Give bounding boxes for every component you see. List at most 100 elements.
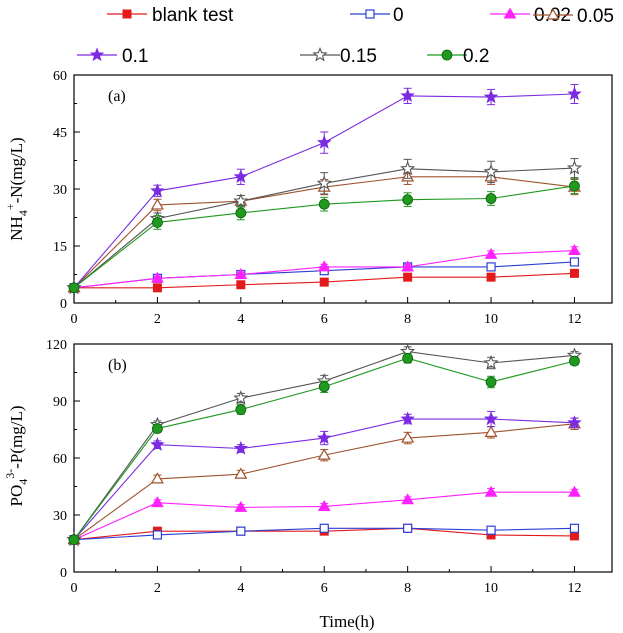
x-tick-label: 6: [321, 581, 328, 596]
series: [67, 485, 581, 545]
data-point: [484, 425, 498, 437]
data-point: [318, 381, 330, 393]
x-tick-label: 12: [567, 581, 581, 596]
legend-item: 0: [350, 5, 404, 26]
legend-item: 0.05: [533, 6, 614, 27]
y-axis-title: PO43--P(mg/L): [3, 405, 30, 506]
y-axis-title-base: NH: [7, 216, 26, 241]
legend-item: 0.2: [427, 46, 489, 67]
y-axis-title-sup: +: [3, 203, 17, 210]
legend-label: 0.05: [577, 6, 614, 27]
data-point: [486, 262, 496, 272]
series: [67, 417, 582, 545]
data-point: [402, 352, 414, 364]
data-point: [236, 280, 246, 290]
legend-item: 0.1: [77, 46, 148, 67]
data-point: [568, 485, 581, 497]
data-point: [569, 531, 579, 541]
data-point: [151, 271, 164, 283]
data-point: [234, 268, 248, 279]
data-point: [483, 354, 499, 370]
data-point: [234, 467, 248, 479]
x-tick-label: 0: [71, 581, 78, 596]
data-point: [150, 198, 164, 210]
legend-label: blank test: [152, 5, 234, 26]
y-tick-label: 30: [53, 509, 67, 524]
x-tick-label: 8: [404, 581, 411, 596]
series: [68, 177, 580, 294]
y-tick-label: 60: [53, 452, 67, 467]
legend-item: 0.15: [300, 46, 377, 67]
data-point: [152, 217, 163, 228]
data-point: [401, 431, 415, 443]
legend-item: blank test: [107, 5, 234, 26]
data-point: [485, 193, 497, 204]
y-tick-label: 0: [60, 566, 67, 581]
data-point: [233, 390, 249, 405]
legend-label: 0.15: [340, 46, 377, 67]
data-point: [152, 283, 162, 293]
data-point: [152, 423, 163, 434]
x-tick-label: 8: [404, 312, 411, 327]
data-point: [400, 88, 415, 103]
series: [68, 352, 580, 546]
data-point: [567, 86, 582, 101]
data-point: [317, 499, 331, 511]
data-point: [484, 247, 498, 259]
y-tick-label: 30: [53, 183, 67, 198]
x-tick-label: 10: [484, 581, 498, 596]
data-point: [150, 437, 165, 451]
data-point: [317, 448, 331, 460]
data-point: [317, 430, 332, 445]
x-tick-label: 2: [154, 312, 161, 327]
data-point: [403, 272, 413, 282]
x-tick-label: 10: [484, 312, 498, 327]
data-point: [400, 411, 415, 426]
legend-marker: [312, 46, 328, 62]
y-axis-title-rest: -P(mg/L): [7, 405, 26, 468]
y-tick-label: 45: [53, 126, 67, 141]
legend-label: 0.1: [122, 46, 148, 67]
legend-label: 0.2: [463, 46, 489, 67]
data-point: [483, 411, 499, 426]
data-point: [68, 282, 80, 294]
legend-label: 0: [393, 5, 404, 26]
data-point: [400, 160, 416, 176]
x-tick-label: 4: [237, 312, 244, 327]
y-axis-title-base: PO: [7, 485, 26, 507]
data-point: [234, 500, 248, 512]
data-point: [486, 272, 496, 282]
data-point: [569, 180, 580, 192]
y-axis-title-sub: 4: [16, 479, 30, 485]
data-point: [401, 493, 415, 505]
data-point: [68, 534, 80, 546]
data-point: [236, 526, 246, 536]
legend-marker: [503, 7, 517, 19]
data-point: [569, 523, 580, 533]
data-point: [485, 376, 497, 388]
x-tick-label: 0: [71, 312, 78, 327]
data-point: [569, 355, 580, 367]
data-point: [567, 415, 582, 430]
data-point: [486, 525, 496, 535]
legend-marker: [89, 47, 105, 62]
data-point: [152, 530, 163, 540]
panel-b: 0 2 4 6 8 10 120306090120(b)PO43--P(mg/L)Time(…: [3, 338, 613, 631]
data-point: [319, 523, 329, 533]
x-tick-label: 6: [321, 312, 328, 327]
data-point: [402, 194, 414, 206]
data-point: [150, 183, 165, 198]
data-point: [233, 440, 249, 455]
data-point: [569, 268, 579, 278]
data-point: [483, 163, 499, 179]
data-point: [316, 175, 332, 190]
panel-label: (b): [108, 357, 127, 374]
data-point: [235, 404, 247, 415]
series: [66, 84, 582, 294]
data-point: [151, 496, 164, 508]
data-point: [483, 89, 499, 104]
data-point: [319, 277, 329, 287]
legend-marker: [546, 8, 560, 20]
